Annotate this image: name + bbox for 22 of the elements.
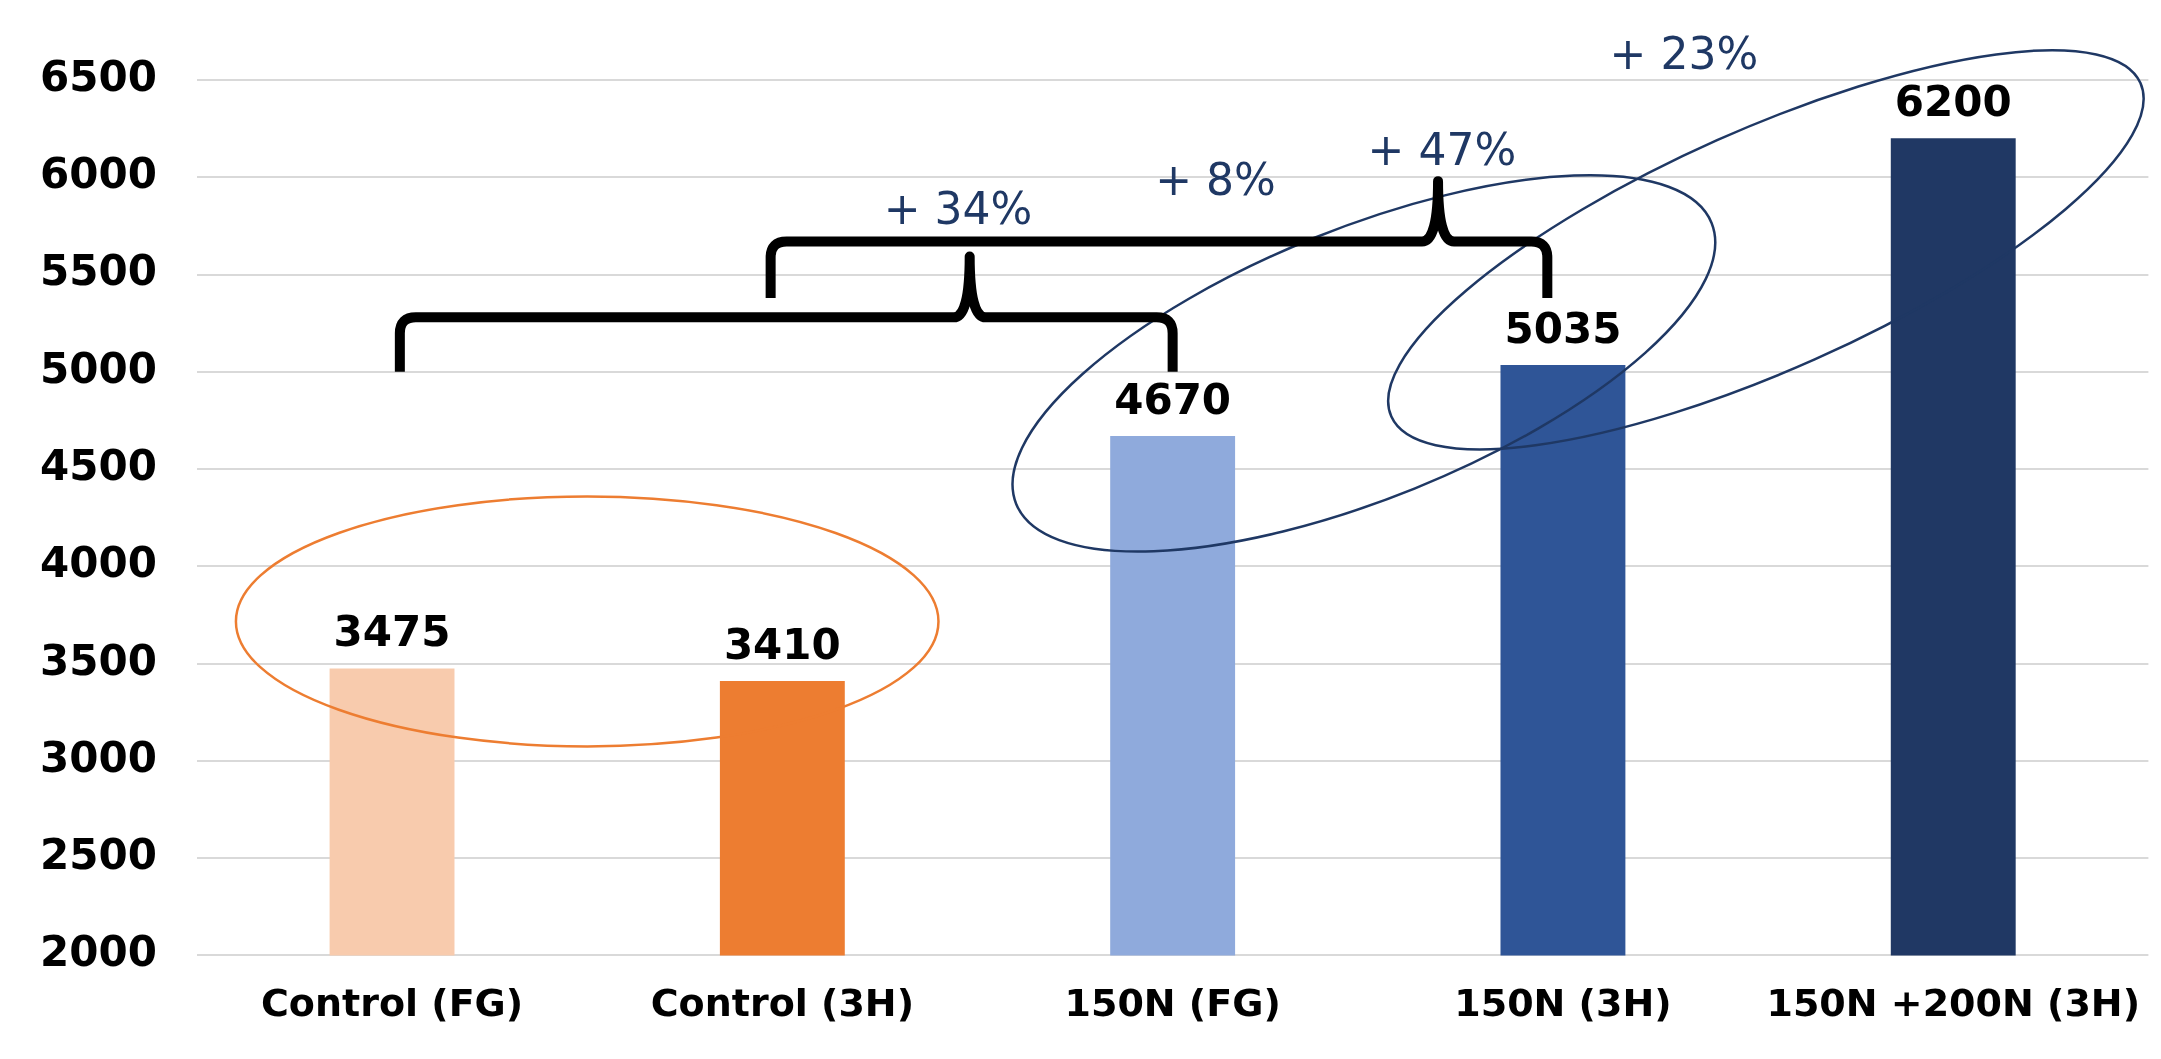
x-tick-label: Control (FG) (260, 981, 524, 1026)
y-tick-label: 2000 (39, 927, 157, 977)
x-tick-label: Control (3H) (650, 981, 914, 1026)
y-tick-label: 6000 (39, 149, 157, 199)
annotation: + 47% (1367, 123, 1517, 175)
text: + 23% (1609, 27, 1759, 79)
data-label: 5035 (1504, 303, 1622, 353)
y-tick-label: 2500 (39, 830, 157, 880)
y-tick-label: 4000 (39, 538, 157, 588)
y-tick-label: 5500 (39, 246, 157, 296)
y-tick-label: 4500 (39, 440, 157, 490)
data-label: 4670 (1114, 374, 1232, 424)
x-tick-label: 150N (FG) (1064, 981, 1281, 1026)
data-label: 3475 (333, 607, 451, 657)
y-tick-label: 3500 (39, 635, 157, 685)
y-tick-label: 5000 (39, 343, 157, 393)
y-tick-label: 6500 (39, 51, 157, 101)
x-tick-label: 150N (3H) (1454, 981, 1672, 1026)
data-label: 6200 (1894, 77, 2012, 127)
data-label: 3410 (723, 620, 841, 670)
x-tick-label: 150N +200N (3H) (1766, 981, 2140, 1026)
y-tick-label: 3000 (39, 732, 157, 782)
